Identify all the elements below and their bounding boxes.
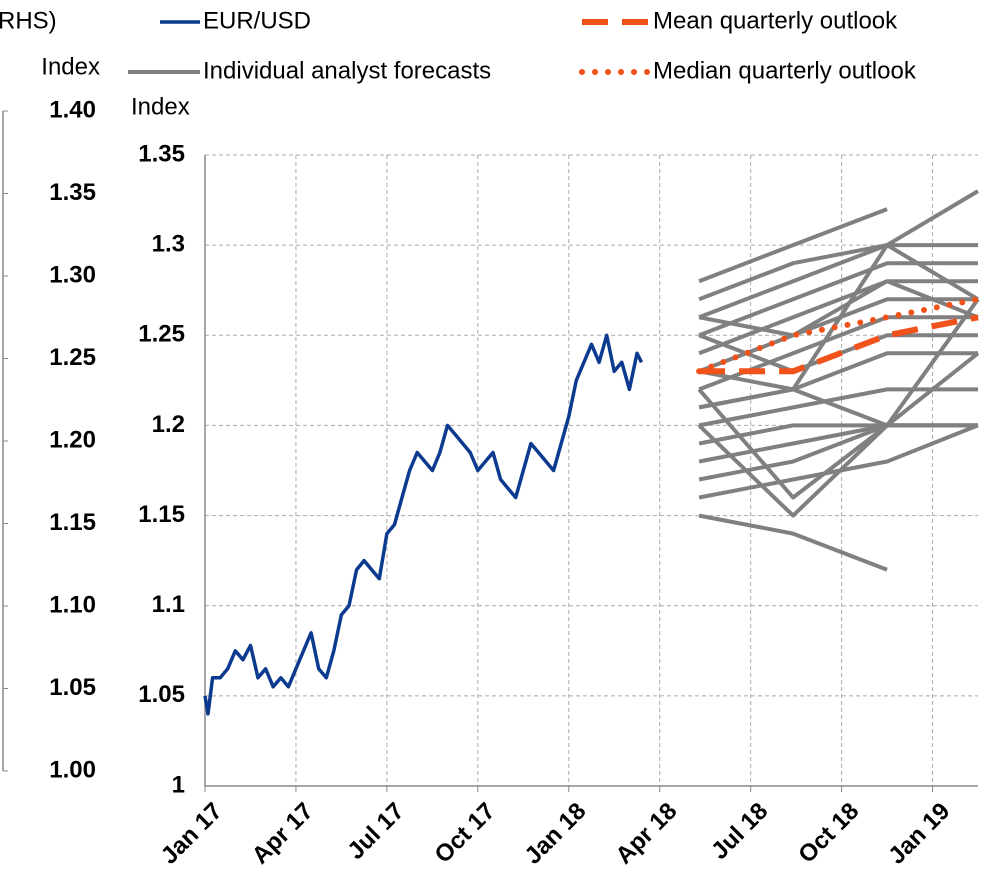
left-chart-title: RHS) [0, 7, 57, 34]
x-tick-label: Jan 19 [883, 798, 955, 870]
legend-label: Median quarterly outlook [653, 57, 917, 84]
left-y-tick-label: 1.00 [49, 756, 96, 783]
series-line [203, 333, 644, 716]
y-tick-label: 1.1 [152, 591, 185, 618]
legend-label: EUR/USD [203, 7, 311, 34]
left-y-tick-label: 1.20 [49, 426, 96, 453]
y-tick-label: 1.2 [152, 411, 185, 438]
y-tick-label: 1.15 [138, 501, 185, 528]
x-tick-label: Oct 17 [430, 798, 501, 869]
left-y-tick-label: 1.25 [49, 344, 96, 371]
y-tick-label: 1.3 [152, 230, 185, 257]
forecast-line [697, 298, 980, 500]
legend-label: Mean quarterly outlook [653, 7, 898, 34]
forecast-line [698, 513, 888, 572]
x-tick-label: Jan 17 [156, 798, 228, 870]
forecast-line [698, 207, 888, 284]
forecast-line [698, 243, 980, 392]
left-y-tick-label: 1.40 [49, 96, 96, 123]
legend-label: Individual analyst forecasts [203, 57, 491, 84]
left-y-label: Index [41, 53, 100, 80]
x-tick-label: Jul 18 [706, 798, 773, 865]
forecast-line [698, 243, 978, 320]
x-tick-label: Oct 18 [793, 798, 864, 869]
left-y-tick-label: 1.30 [49, 261, 96, 288]
y-tick-label: 1.25 [138, 321, 185, 348]
y-tick-label: 1 [172, 771, 185, 798]
left-y-tick-label: 1.35 [49, 179, 96, 206]
forecast-line [698, 189, 980, 302]
y-tick-label: 1.35 [138, 140, 185, 167]
left-y-tick-label: 1.05 [49, 674, 96, 701]
forecast-line [698, 279, 978, 356]
series-line [696, 296, 981, 375]
x-tick-label: Jul 17 [342, 798, 409, 865]
forecast-line [697, 423, 978, 518]
left-y-tick-label: 1.15 [49, 509, 96, 536]
forecast-line [698, 261, 978, 338]
x-tick-label: Apr 18 [611, 798, 683, 870]
forecast-line [698, 351, 980, 428]
x-tick-label: Apr 17 [247, 798, 319, 870]
left-y-tick-label: 1.10 [49, 591, 96, 618]
series-line [699, 314, 979, 375]
y-tick-label: 1.05 [138, 681, 185, 708]
x-tick-label: Jan 18 [520, 798, 592, 870]
forecast-line [698, 279, 979, 338]
y-label: Index [131, 93, 190, 120]
